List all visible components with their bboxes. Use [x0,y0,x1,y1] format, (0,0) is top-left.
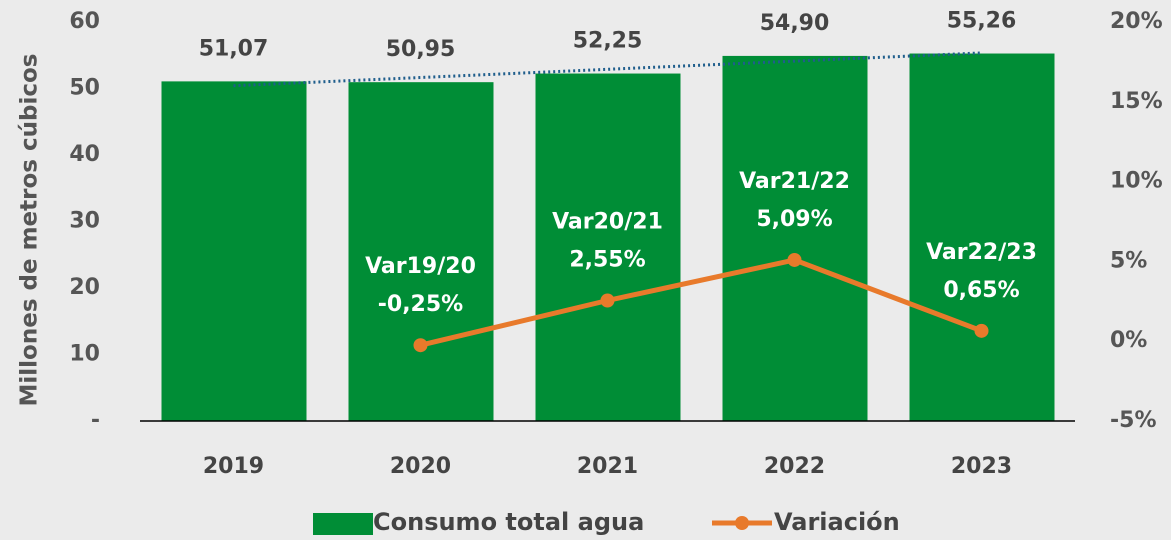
y-tick-label: - [91,408,100,433]
x-tick-label: 2021 [577,454,638,479]
point-value-label: 5,09% [756,207,832,232]
point-value-label: 0,65% [943,278,1019,303]
y-tick-label: 60 [69,9,100,34]
y-tick-label: 20 [69,275,100,300]
bar-value-label: 50,95 [386,37,456,62]
y-tick-label: 10 [69,342,100,367]
legend-label: Consumo total agua [373,508,644,536]
bar [535,73,681,421]
point-label: Var20/21 [552,210,663,235]
bar-value-label: 51,07 [199,36,269,61]
x-tick-label: 2020 [390,454,451,479]
y-tick-label: 30 [69,209,100,234]
bar [909,53,1055,422]
y2-tick-label: -5% [1110,408,1156,433]
x-tick-label: 2022 [764,454,825,479]
y-axis-title: Millones de metros cúbicos [17,54,43,407]
bar-value-label: 55,26 [947,9,1017,34]
bar-value-label: 54,90 [760,11,830,36]
point-value-label: -0,25% [378,292,463,317]
x-tick-label: 2023 [951,454,1012,479]
line-point [600,293,615,308]
y2-tick-label: 10% [1110,169,1163,194]
x-tick-label: 2019 [203,454,264,479]
point-label: Var22/23 [926,240,1037,265]
point-value-label: 2,55% [569,248,645,273]
y2-tick-label: 5% [1110,248,1147,273]
bar-value-label: 52,25 [573,29,643,54]
bar [722,55,868,421]
point-label: Var21/22 [739,169,850,194]
y2-tick-label: 15% [1110,89,1163,114]
bar [348,82,494,422]
bar [161,81,307,422]
y-tick-label: 50 [69,76,100,101]
legend-label: Variación [774,508,900,536]
line-point [787,252,802,267]
line-point [974,323,989,338]
legend-swatch [313,513,373,535]
y-tick-label: 40 [69,142,100,167]
line-point [413,338,428,353]
y2-tick-label: 20% [1110,9,1163,34]
line [419,257,983,348]
y2-tick-label: 0% [1110,328,1147,353]
point-label: Var19/20 [365,254,476,279]
legend-swatch [735,516,749,530]
